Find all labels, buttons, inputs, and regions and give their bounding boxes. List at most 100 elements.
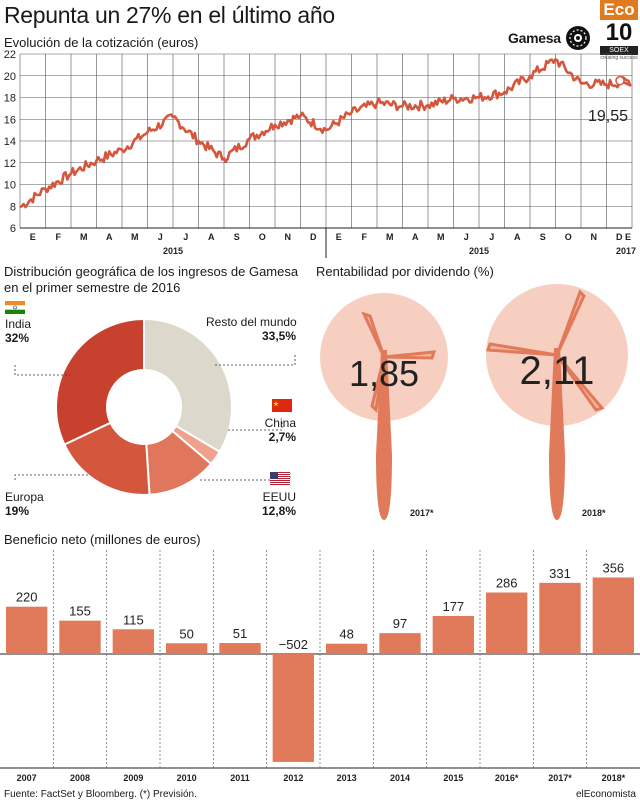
stock-x-tick-label: J bbox=[183, 232, 188, 242]
profit-value-label: 331 bbox=[549, 566, 571, 581]
profit-value-label: 356 bbox=[602, 560, 624, 575]
geo-label-china-value: 2,7% bbox=[268, 430, 296, 444]
stock-x-tick-label: M bbox=[131, 232, 139, 242]
stock-x-tick-label: J bbox=[464, 232, 469, 242]
geo-label-resto-value: 33,5% bbox=[261, 329, 296, 343]
turbine-2018-tower bbox=[549, 348, 565, 520]
profit-bar bbox=[326, 643, 368, 654]
stock-y-tick-label: 14 bbox=[4, 136, 16, 148]
geo-label-india-name: India bbox=[5, 317, 32, 331]
profit-category-label: 2011 bbox=[230, 773, 250, 783]
dividend-turbines: 1,85 2017* 2,11 2018* bbox=[320, 284, 628, 520]
gamesa-logo-text: Gamesa bbox=[508, 30, 561, 46]
geo-label-eeuu: EEUU 12,8% bbox=[240, 490, 296, 518]
china-flag-icon bbox=[272, 399, 292, 412]
eco-logo-bar: SOEX bbox=[600, 46, 638, 55]
turbine-2017: 1,85 2017* bbox=[320, 293, 448, 520]
usa-flag-icon bbox=[270, 472, 290, 485]
stock-y-tick-label: 16 bbox=[4, 114, 16, 126]
profit-value-label: 177 bbox=[442, 599, 464, 614]
profit-value-label: 286 bbox=[496, 576, 518, 591]
geo-title-line1: Distribución geográfica de los ingresos … bbox=[4, 264, 299, 279]
stock-x-tick-label: M bbox=[80, 232, 88, 242]
stock-price-line bbox=[19, 58, 632, 209]
geo-label-resto-name: Resto del mundo bbox=[206, 315, 297, 329]
stock-year-label: 2017 bbox=[616, 246, 636, 256]
footer-brand: elEconomista bbox=[575, 789, 636, 800]
profit-bar bbox=[6, 606, 48, 654]
turbine-2017-year: 2017* bbox=[410, 508, 434, 518]
profit-value-label: −502 bbox=[279, 637, 308, 652]
profit-bar-chart: 220 2007 155 2008 115 2009 50 2010 51 2011 −502 201… bbox=[0, 550, 640, 783]
geo-label-eeuu-value: 12,8% bbox=[261, 504, 296, 518]
stock-x-tick-label: S bbox=[540, 232, 546, 242]
stock-x-tick-label: A bbox=[514, 232, 521, 242]
dividend-title: Rentabilidad por dividendo (%) bbox=[316, 264, 494, 279]
profit-title: Beneficio neto (millones de euros) bbox=[4, 532, 201, 547]
geo-label-europa: Europa 19% bbox=[5, 490, 44, 518]
profit-category-label: 2018* bbox=[602, 773, 626, 783]
profit-value-label: 155 bbox=[69, 604, 91, 619]
stock-x-tick-label: M bbox=[386, 232, 394, 242]
turbine-2017-blades bbox=[361, 311, 437, 414]
profit-category-label: 2007 bbox=[17, 773, 37, 783]
profit-bar bbox=[486, 592, 528, 654]
stock-y-tick-label: 12 bbox=[4, 158, 16, 170]
profit-category-label: 2016* bbox=[495, 773, 519, 783]
profit-bar bbox=[272, 654, 314, 762]
turbine-2018-blades bbox=[485, 289, 605, 412]
stock-grid bbox=[19, 53, 633, 229]
stock-y-tick-label: 6 bbox=[10, 223, 16, 235]
profit-category-label: 2014 bbox=[390, 773, 410, 783]
stock-y-axis: 6 8 10 12 14 16 18 20 22 bbox=[4, 49, 16, 235]
eco-logo-number: 10 bbox=[605, 19, 633, 46]
stock-x-tick-label: N bbox=[285, 232, 292, 242]
stock-year-label: 2015 bbox=[163, 246, 183, 256]
page-title: Repunta un 27% en el último año bbox=[4, 2, 335, 28]
geo-label-china: China 2,7% bbox=[240, 416, 296, 444]
profit-category-label: 2017* bbox=[548, 773, 572, 783]
stock-x-tick-label: F bbox=[56, 232, 62, 242]
profit-value-label: 97 bbox=[393, 616, 407, 631]
turbine-2018: 2,11 2018* bbox=[485, 284, 628, 520]
profit-category-label: 2009 bbox=[123, 773, 143, 783]
stock-x-tick-label: S bbox=[234, 232, 240, 242]
stock-chart-subtitle: Evolución de la cotización (euros) bbox=[4, 35, 199, 50]
profit-bar bbox=[592, 577, 634, 654]
stock-last-point bbox=[615, 75, 625, 86]
donut-leader-lines bbox=[14, 355, 296, 481]
stock-x-tick-label: E bbox=[30, 232, 36, 242]
profit-category-label: 2008 bbox=[70, 773, 90, 783]
geo-title-line2: en el primer semestre de 2016 bbox=[4, 280, 181, 295]
profit-bars: 220 2007 155 2008 115 2009 50 2010 51 2011 −502 201… bbox=[0, 550, 640, 783]
turbine-2018-value: 2,11 bbox=[520, 349, 595, 393]
geo-label-europa-value: 19% bbox=[5, 504, 30, 518]
stock-x-tick-label: E bbox=[336, 232, 342, 242]
geo-label-china-name: China bbox=[264, 416, 296, 430]
stock-x-tick-label: O bbox=[565, 232, 572, 242]
gamesa-emblem-icon bbox=[565, 26, 590, 50]
geo-label-europa-name: Europa bbox=[5, 490, 44, 504]
stock-year-label: 2015 bbox=[469, 246, 489, 256]
geo-donut-chart bbox=[14, 317, 296, 496]
profit-value-label: 48 bbox=[339, 627, 353, 642]
leader-line-europa bbox=[14, 474, 88, 480]
footer-source: Fuente: FactSet y Bloomberg. (*) Previsi… bbox=[4, 789, 197, 800]
stock-y-tick-label: 10 bbox=[4, 180, 16, 192]
stock-y-tick-label: 22 bbox=[4, 49, 16, 61]
leader-line-china bbox=[228, 420, 283, 431]
profit-bar bbox=[59, 620, 101, 654]
stock-x-tick-label: A bbox=[106, 232, 113, 242]
leader-line-india bbox=[14, 365, 70, 376]
geo-label-india: India 32% bbox=[5, 317, 31, 345]
profit-bar bbox=[379, 633, 421, 654]
stock-y-tick-label: 8 bbox=[10, 201, 16, 213]
stock-last-value-label: 19,55 bbox=[588, 108, 628, 125]
profit-value-label: 51 bbox=[233, 626, 247, 641]
leader-line-resto bbox=[215, 355, 296, 366]
turbine-2017-value: 1,85 bbox=[349, 353, 419, 394]
stock-x-tick-label: D bbox=[310, 232, 317, 242]
stock-x-tick-label: A bbox=[412, 232, 419, 242]
stock-x-tick-label: F bbox=[362, 232, 368, 242]
